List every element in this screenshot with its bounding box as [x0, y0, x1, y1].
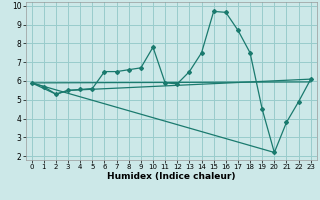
X-axis label: Humidex (Indice chaleur): Humidex (Indice chaleur) — [107, 172, 236, 181]
